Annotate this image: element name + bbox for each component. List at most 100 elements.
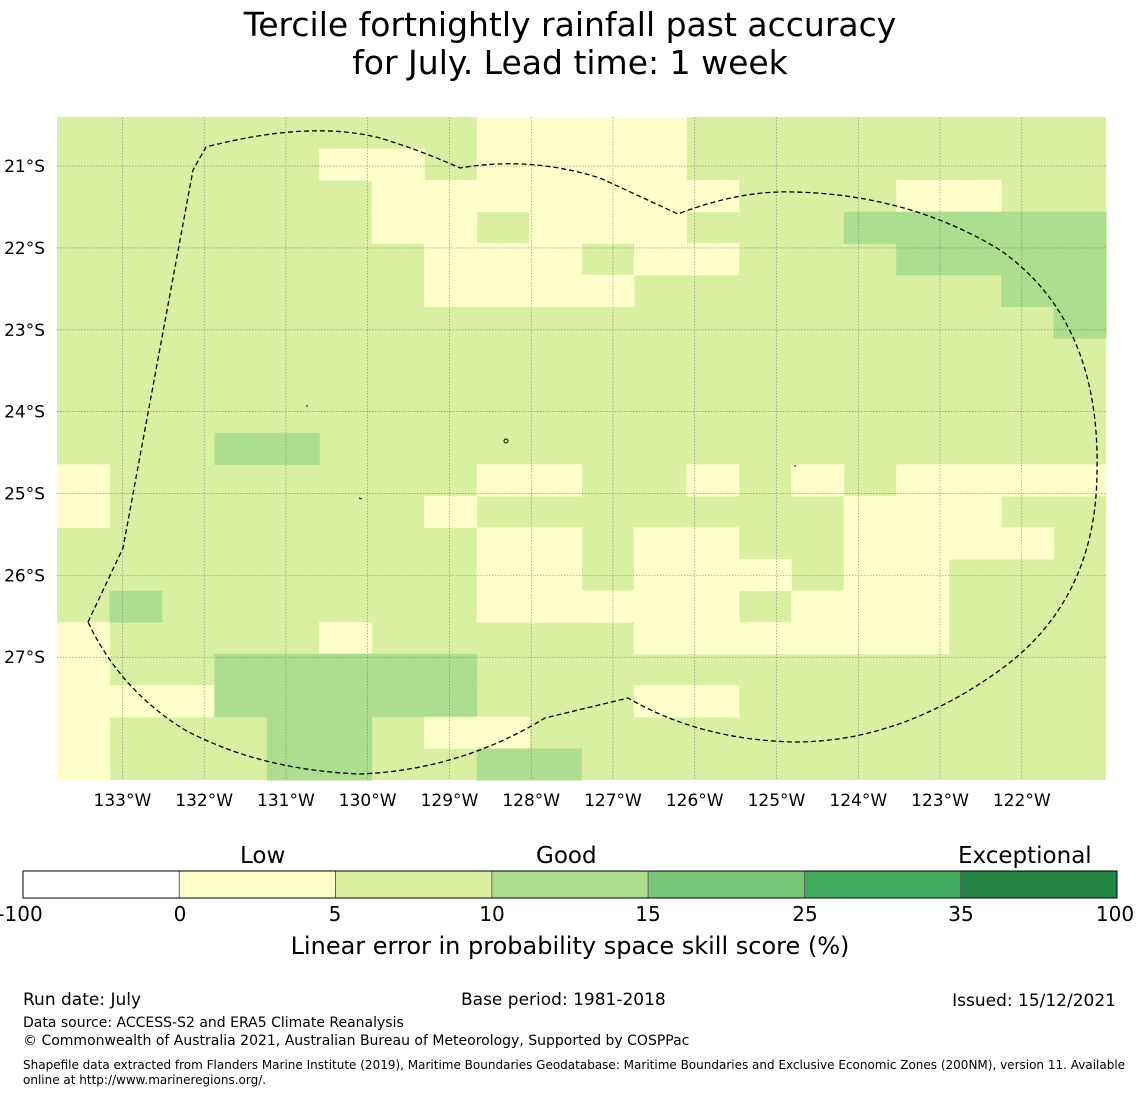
low-skill-cell [57,653,110,686]
low-skill-cell [109,685,163,718]
low-skill-cell [529,464,582,497]
colorbar-tick: 35 [948,902,974,926]
low-skill-cell [896,559,950,592]
low-skill-cell [581,590,635,623]
longitude-label: 124°W [829,791,887,811]
latitude-label: 21°S [4,157,45,177]
longitude-label: 128°W [502,791,560,811]
low-skill-cell [896,180,950,213]
latitude-label: 25°S [4,485,45,505]
low-skill-cell [686,527,740,560]
good-skill-cell [371,653,425,686]
low-skill-cell [633,243,687,276]
good-skill-cell [476,748,530,781]
low-skill-cell [633,148,687,181]
good-skill-cell [896,211,950,244]
low-skill-cell [738,559,792,592]
colorbar-segment [647,870,805,899]
good-skill-cell [1053,243,1107,276]
low-skill-cell [476,559,530,592]
skill-cells [57,117,1107,781]
colorbar-segment [335,870,493,899]
low-skill-cell [529,211,582,244]
low-skill-cell [633,180,687,213]
low-skill-cell [686,685,740,718]
good-skill-cell [896,243,950,276]
good-skill-cell [1053,211,1107,244]
low-skill-cell [581,117,635,150]
low-skill-cell [633,211,687,244]
base-period: Base period: 1981-2018 [461,990,666,1010]
latitude-label: 24°S [4,403,45,423]
shapefile-credit: Shapefile data extracted from Flanders M… [23,1058,1126,1087]
good-skill-cell [266,432,320,465]
low-skill-cell [686,622,740,655]
low-skill-cell [896,527,950,560]
longitude-label: 131°W [257,791,315,811]
colorbar-segment [22,870,180,899]
low-skill-cell [581,274,635,307]
longitude-label: 125°W [748,791,806,811]
low-skill-cell [57,748,110,781]
colorbar-segment [491,870,649,899]
colorbar-frame [22,870,1118,899]
low-skill-cell [319,622,373,655]
colorbar-tick: -100 [0,902,43,926]
good-skill-cell [529,748,582,781]
latitude-label: 27°S [4,648,45,668]
low-skill-cell [529,243,582,276]
latitude-labels: 21°S 22°S 23°S 24°S 25°S 26°S 27°S [4,157,45,668]
longitude-label: 129°W [421,791,479,811]
good-skill-cell [319,748,373,781]
good-skill-cell [843,211,897,244]
low-skill-cell [371,211,425,244]
low-skill-cell [896,464,950,497]
low-skill-cell [319,148,373,181]
good-skill-cell [319,716,373,749]
low-skill-cell [529,148,582,181]
low-skill-cell [424,180,478,213]
colorbar-tick: 100 [1095,902,1135,926]
colorbar [22,870,1118,899]
low-skill-cell [529,274,582,307]
issued-date: Issued: 15/12/2021 [952,991,1116,1011]
low-skill-cell [1001,464,1055,497]
island-marker-1 [503,438,509,444]
colorbar-tick: 10 [479,902,505,926]
good-skill-cell [424,653,478,686]
low-skill-cell [948,180,1002,213]
good-skill-cell [214,653,268,686]
low-skill-cell [686,243,740,276]
low-skill-cell [529,180,582,213]
low-skill-cell [476,117,530,150]
good-skill-cell [424,685,478,718]
good-skill-cell [214,432,268,465]
low-skill-cell [424,495,478,528]
low-skill-cell [476,716,530,749]
longitude-label: 130°W [339,791,397,811]
latitude-label: 22°S [4,239,45,259]
low-skill-cell [948,527,1002,560]
low-skill-cell [633,685,687,718]
good-skill-cell [1001,274,1055,307]
good-skill-cell [266,653,320,686]
low-skill-cell [57,716,110,749]
longitude-label: 126°W [666,791,724,811]
low-skill-cell [948,495,1002,528]
low-skill-cell [476,180,530,213]
longitude-label: 133°W [94,791,152,811]
low-skill-cell [476,527,530,560]
colorbar-tick: 0 [173,902,187,926]
latitude-label: 26°S [4,566,45,586]
colorbar-category-exceptional: Exceptional [958,843,1092,869]
good-skill-cell [214,685,268,718]
low-skill-cell [371,180,425,213]
colorbar-tick: 15 [635,902,661,926]
low-skill-cell [948,464,1002,497]
copyright: © Commonwealth of Australia 2021, Austra… [23,1033,690,1049]
good-skill-cell [109,590,163,623]
low-skill-cell [424,243,478,276]
low-skill-cell [843,559,897,592]
map-title: Tercile fortnightly rainfall past accura… [0,6,1140,82]
